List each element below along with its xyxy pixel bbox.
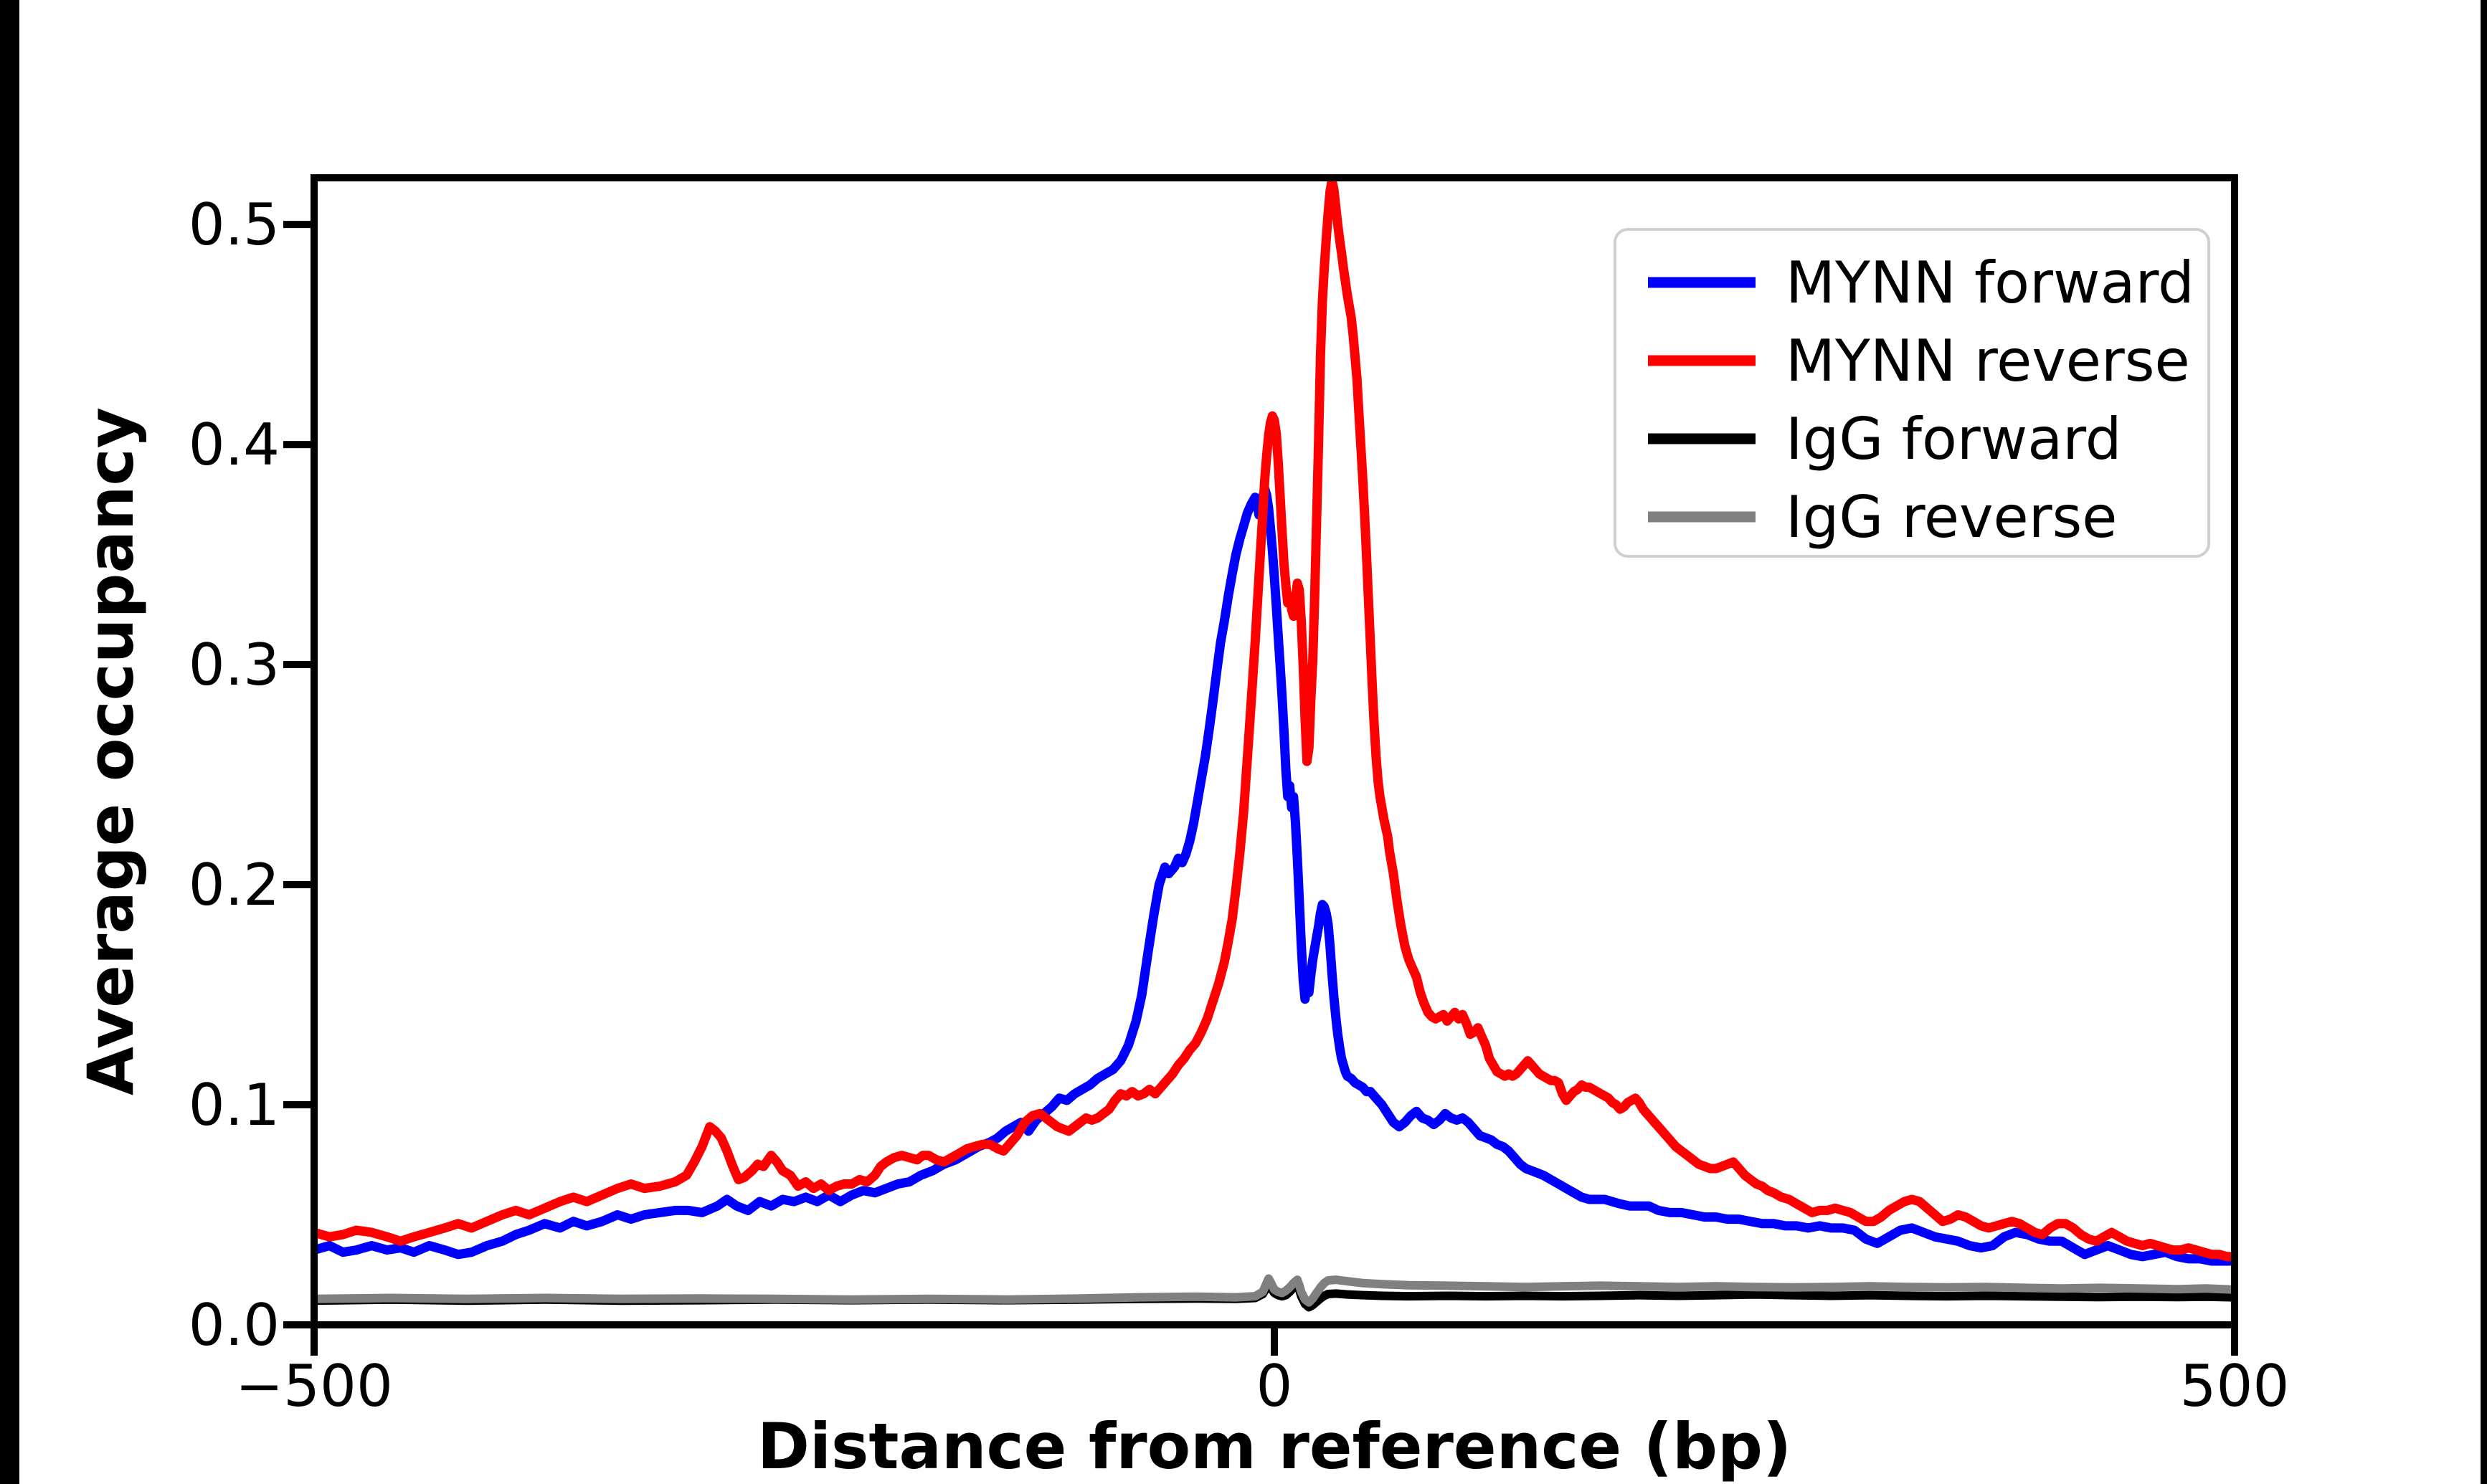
x-tick-label: 500 bbox=[2180, 1353, 2290, 1419]
legend-label: MYNN forward bbox=[1786, 249, 2194, 316]
y-tick-label: 0.0 bbox=[189, 1292, 280, 1359]
series-line-mynn-reverse bbox=[314, 176, 2235, 1262]
data-series bbox=[314, 176, 2235, 1312]
legend: MYNN forward MYNN reverse IgG forward IgG r… bbox=[1614, 228, 2210, 558]
legend-label: MYNN reverse bbox=[1786, 328, 2190, 394]
series-line-mynn-forward bbox=[314, 484, 2235, 1266]
y-tick-label: 0.1 bbox=[189, 1072, 280, 1138]
legend-box bbox=[1614, 228, 2210, 558]
legend-label: IgG forward bbox=[1786, 406, 2122, 472]
y-tick-label: 0.5 bbox=[189, 191, 280, 258]
y-tick-label: 0.2 bbox=[189, 852, 280, 918]
x-tick-label: 0 bbox=[1256, 1353, 1293, 1419]
y-tick-label: 0.4 bbox=[189, 412, 280, 478]
x-tick-label: −500 bbox=[235, 1353, 393, 1419]
y-tick-label: 0.3 bbox=[189, 632, 280, 698]
right-edge-bar bbox=[2481, 0, 2487, 1484]
axis-ticks bbox=[283, 221, 2238, 1356]
plot-frame bbox=[311, 174, 2238, 1328]
left-edge-bar bbox=[0, 0, 19, 1484]
series-line-igg-reverse bbox=[314, 1274, 2235, 1307]
legend-label: IgG reverse bbox=[1786, 484, 2118, 551]
axis-tick-labels: −500 0 500 0.0 0.1 0.2 0.3 0.4 0.5 bbox=[189, 191, 2290, 1419]
x-axis-label: Distance from reference (bp) bbox=[757, 1409, 1791, 1483]
y-axis-label: Average occupancy bbox=[74, 407, 148, 1095]
